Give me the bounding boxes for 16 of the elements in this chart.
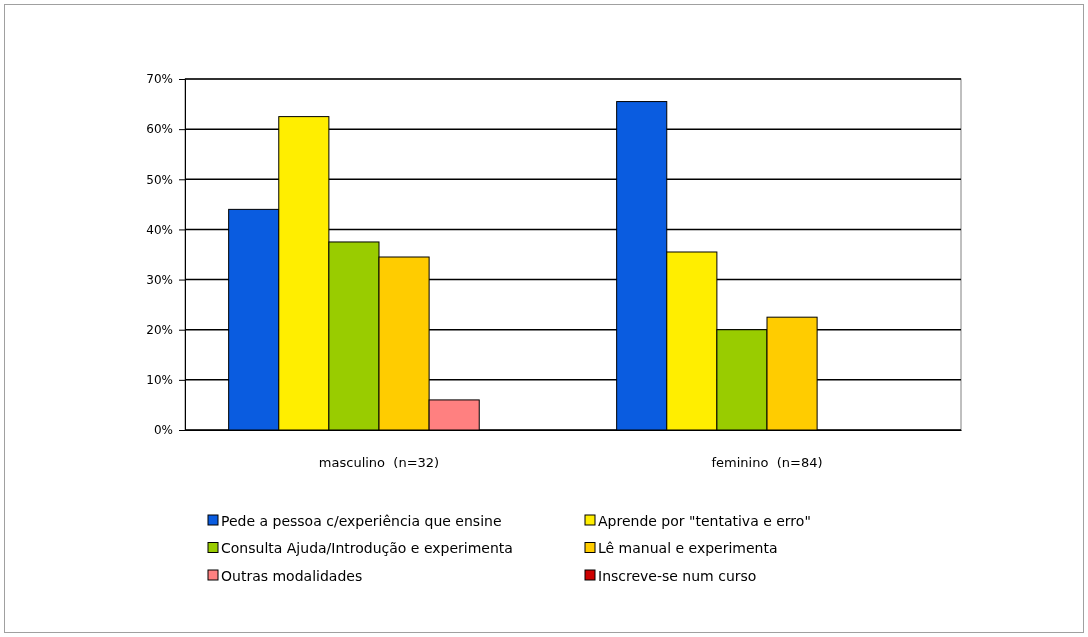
- legend-label: Consulta Ajuda/Introdução e experimenta: [221, 540, 513, 557]
- y-tick-label: 20%: [146, 323, 173, 338]
- x-tick-label: feminino (n=84): [711, 455, 823, 471]
- legend-label: Outras modalidades: [221, 567, 363, 584]
- y-tick-label: 50%: [146, 172, 173, 187]
- y-tick-label: 40%: [146, 222, 173, 237]
- y-tick-label: 0%: [153, 423, 173, 438]
- legend-label: Inscreve-se num curso: [598, 567, 757, 584]
- x-tick-label: masculino (n=32): [318, 455, 440, 471]
- legend-label: Aprende por "tentativa e erro": [598, 512, 811, 529]
- legend-label: Lê manual e experimenta: [598, 540, 778, 557]
- y-tick-label: 70%: [146, 72, 173, 87]
- y-tick-label: 10%: [146, 373, 173, 388]
- legend-label: Pede a pessoa c/experiência que ensine: [221, 512, 502, 529]
- y-tick-label: 30%: [146, 272, 173, 287]
- y-tick-label: 60%: [146, 122, 173, 137]
